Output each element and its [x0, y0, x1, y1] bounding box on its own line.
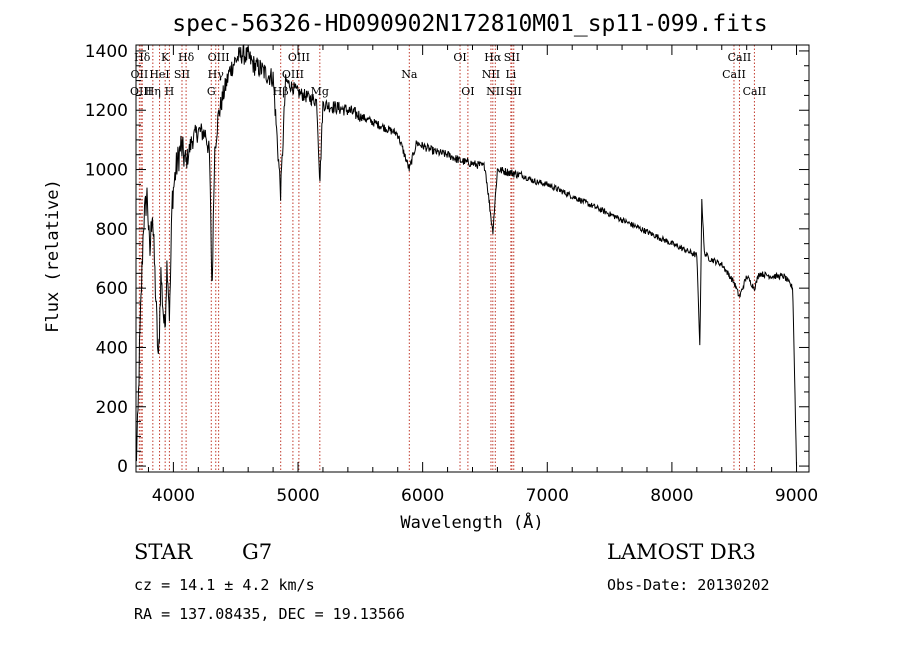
coordinates: RA = 137.08435, DEC = 19.13566: [134, 605, 405, 623]
y-axis: 0 200 400 600 800 1000 1200 1400: [85, 42, 809, 477]
line-label: Hδ: [134, 51, 151, 64]
line-label: Na: [401, 68, 418, 81]
y-tick-label: 1000: [85, 161, 128, 181]
y-tick-label: 1400: [85, 42, 128, 62]
y-tick-label: 600: [96, 279, 128, 299]
line-label: Hη: [145, 85, 161, 98]
line-label: OI: [461, 85, 474, 98]
line-label: NII: [482, 68, 500, 81]
x-tick-label: 9000: [775, 486, 818, 506]
x-axis-label: Wavelength (Å): [400, 511, 543, 533]
x-tick-label: 8000: [650, 486, 693, 506]
line-label: OII: [131, 68, 149, 81]
y-tick-label: 400: [96, 338, 128, 358]
line-label: OIII: [208, 51, 230, 64]
line-label: Li: [505, 68, 516, 81]
line-label: Hβ: [273, 85, 289, 98]
line-label: HeI: [149, 68, 169, 81]
line-label: OIII: [130, 85, 152, 98]
line-label: OI: [453, 51, 466, 64]
line-label: Hα: [484, 51, 502, 64]
x-tick-label: 6000: [401, 486, 444, 506]
line-label: OIII: [282, 68, 304, 81]
spectral-subclass: G7: [242, 540, 272, 564]
line-label: H: [165, 85, 175, 98]
line-label: CaII: [728, 51, 752, 64]
y-tick-label: 0: [117, 457, 128, 477]
survey-name: LAMOST DR3: [607, 540, 756, 564]
line-label: CaII: [743, 85, 767, 98]
line-label: SII: [504, 51, 520, 64]
line-label: SII: [174, 68, 190, 81]
line-label: SII: [506, 85, 522, 98]
y-axis-label: Flux (relative): [43, 179, 63, 333]
chart-title: spec-56326-HD090902N172810M01_sp11-099.f…: [172, 11, 767, 37]
x-tick-label: 5000: [276, 486, 319, 506]
redshift-cz: cz = 14.1 ± 4.2 km/s: [134, 576, 315, 594]
line-label: Hγ: [208, 68, 225, 81]
y-tick-label: 1200: [85, 101, 128, 121]
spectrum-line: [135, 43, 797, 467]
x-axis: 4000 5000 6000 7000 8000 9000: [147, 45, 818, 506]
line-label: CaII: [722, 68, 746, 81]
line-label: Hδ: [178, 51, 195, 64]
line-label: G: [207, 85, 216, 98]
line-label: K: [161, 51, 170, 64]
x-tick-label: 7000: [526, 486, 569, 506]
line-label: OIII: [288, 51, 310, 64]
object-class: STAR: [134, 540, 193, 564]
line-label: NII: [486, 85, 504, 98]
line-label: Mg: [311, 85, 329, 98]
x-tick-label: 4000: [152, 486, 195, 506]
y-tick-label: 800: [96, 220, 128, 240]
y-tick-label: 200: [96, 398, 128, 418]
observation-date: Obs-Date: 20130202: [607, 576, 770, 594]
